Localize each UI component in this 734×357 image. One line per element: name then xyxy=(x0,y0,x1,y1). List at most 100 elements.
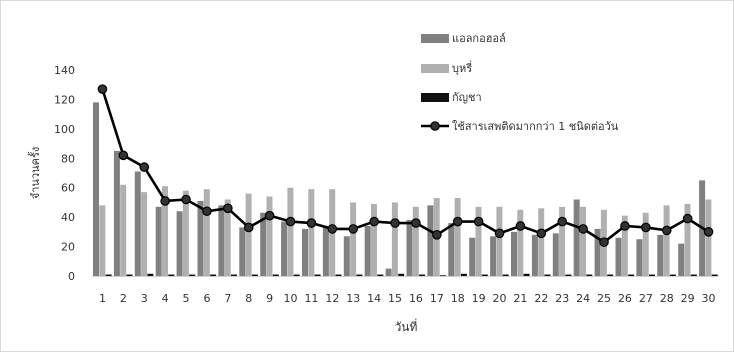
bar xyxy=(141,192,148,276)
x-tick-label: 19 xyxy=(472,292,486,305)
bar xyxy=(251,274,258,276)
bar xyxy=(126,274,133,276)
legend-label: แอลกอฮอล์ xyxy=(452,32,506,45)
line-point xyxy=(202,206,212,217)
y-tick-label: 40 xyxy=(61,211,75,224)
line-point xyxy=(411,218,421,228)
line-point xyxy=(620,221,630,231)
bar xyxy=(371,203,377,276)
x-tick-label: 1 xyxy=(99,292,106,305)
line-point xyxy=(348,224,359,234)
bar xyxy=(197,200,204,276)
bar xyxy=(281,221,288,276)
y-tick-label: 60 xyxy=(61,182,75,195)
bar xyxy=(182,190,189,276)
bar xyxy=(469,237,476,276)
bar xyxy=(322,227,329,276)
bar xyxy=(203,189,210,276)
bar xyxy=(580,206,586,276)
x-tick-label: 27 xyxy=(639,292,653,305)
x-tick-label: 7 xyxy=(224,292,231,305)
y-axis-label: จำนวนครั้ง xyxy=(27,147,42,199)
bar xyxy=(105,274,112,276)
line-point xyxy=(515,221,526,231)
bar xyxy=(231,274,237,276)
bar xyxy=(544,274,551,276)
bar xyxy=(636,239,643,276)
y-tick-label: 120 xyxy=(54,93,75,106)
x-tick-label: 10 xyxy=(284,292,298,305)
x-tick-label: 13 xyxy=(346,292,360,305)
y-tick-label: 100 xyxy=(54,123,75,136)
y-tick-label: 20 xyxy=(61,241,75,254)
bar xyxy=(481,274,488,276)
line-point xyxy=(369,216,379,227)
bar xyxy=(475,206,482,276)
line-point xyxy=(536,228,547,239)
bar xyxy=(427,205,434,276)
bar xyxy=(189,274,196,276)
bar xyxy=(678,243,685,276)
line-point xyxy=(432,230,442,240)
x-tick-label: 12 xyxy=(325,292,339,305)
line-point xyxy=(285,216,296,227)
line-point xyxy=(557,216,568,227)
bar xyxy=(99,205,106,276)
bar xyxy=(364,225,371,276)
legend-label: กัญชา xyxy=(452,91,482,104)
bar xyxy=(657,234,664,276)
bar xyxy=(460,273,467,276)
line-point xyxy=(243,222,254,233)
bar xyxy=(448,223,455,276)
x-tick-label: 4 xyxy=(162,292,169,305)
bar xyxy=(531,234,538,276)
x-tick-label: 21 xyxy=(513,292,527,305)
bar xyxy=(293,274,300,276)
legend-label: บุหรี่ xyxy=(452,60,472,75)
line-point xyxy=(661,225,672,236)
x-tick-label: 6 xyxy=(203,292,210,305)
x-tick-label: 30 xyxy=(702,292,716,305)
bar xyxy=(663,205,670,276)
legend-marker xyxy=(430,121,440,131)
line-point xyxy=(139,162,150,172)
bar xyxy=(552,233,559,276)
x-tick-label: 18 xyxy=(451,292,465,305)
bar xyxy=(218,205,225,276)
y-ticks: 0 20 40 60 80 100 120 140 xyxy=(54,64,75,283)
legend-label: ใช้สารเสพติดมากกว่า 1 ชนิดต่อวัน xyxy=(452,120,619,133)
x-tick-label: 17 xyxy=(430,292,444,305)
x-tick-label: 15 xyxy=(388,292,402,305)
line-point xyxy=(390,218,400,228)
bar xyxy=(594,228,601,276)
bar xyxy=(176,211,183,276)
bar xyxy=(511,231,517,276)
y-axis-title: จำนวนครั้ง xyxy=(27,147,42,199)
x-tick-label: 11 xyxy=(304,292,318,305)
bar xyxy=(502,274,509,276)
bar xyxy=(356,274,363,276)
bar xyxy=(272,274,279,276)
bars xyxy=(93,102,718,277)
bar xyxy=(134,171,141,276)
line-point xyxy=(118,150,129,161)
legend-swatch xyxy=(421,34,449,43)
bar xyxy=(559,206,566,276)
bar xyxy=(302,228,308,276)
line-point xyxy=(452,216,463,227)
bar xyxy=(538,208,545,276)
bar xyxy=(419,274,426,276)
bar xyxy=(440,275,446,276)
line-point xyxy=(223,203,233,214)
line-point xyxy=(264,210,275,221)
line-point xyxy=(160,196,170,206)
bar xyxy=(308,189,315,276)
bar xyxy=(266,196,273,276)
bar xyxy=(684,203,691,276)
bar xyxy=(287,187,294,276)
bar xyxy=(496,206,503,276)
bar xyxy=(412,206,419,276)
bar xyxy=(260,212,267,276)
bar xyxy=(517,209,524,276)
bar xyxy=(454,198,461,276)
